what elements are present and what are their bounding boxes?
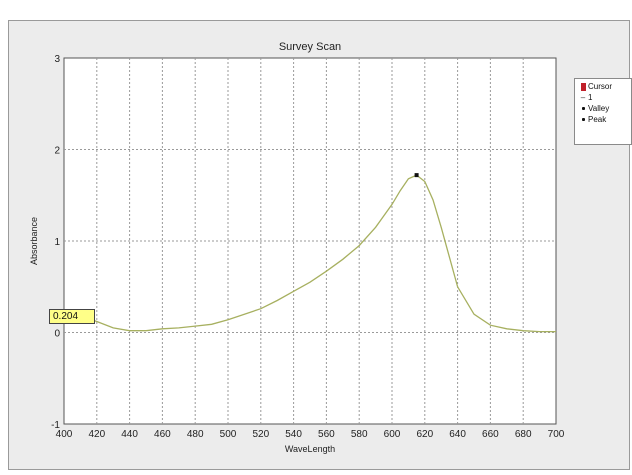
chart-title: Survey Scan <box>279 41 341 53</box>
series-line <box>63 174 556 333</box>
dot-icon <box>581 107 585 110</box>
x-tick-label: 640 <box>449 429 466 440</box>
y-axis-label: Absorbance <box>29 217 39 265</box>
x-tick-label: 680 <box>515 429 532 440</box>
cropped-text-row <box>0 0 632 10</box>
chart-svg: 400 420 440 460 480 500 520 540 560 580 600 620 640 6… <box>29 41 565 454</box>
x-tick-label: 460 <box>154 429 171 440</box>
x-tick-label: 600 <box>384 429 401 440</box>
top-strip <box>0 0 632 20</box>
red-square-icon <box>580 82 586 91</box>
x-tick-label: 520 <box>252 429 269 440</box>
dot-icon <box>581 118 585 121</box>
y-tick-label: 3 <box>54 54 60 65</box>
legend-item-cursor: Cursor <box>578 81 628 92</box>
legend-label: Valley <box>588 104 610 113</box>
legend-item-valley: Valley <box>578 103 628 114</box>
x-tick-label: 400 <box>56 429 73 440</box>
dash-icon: – <box>580 93 586 102</box>
x-tick-label: 540 <box>285 429 302 440</box>
chart-legend: Cursor – 1 Valley Peak <box>574 78 632 145</box>
legend-label: 1 <box>588 93 593 102</box>
y-tick-label: 1 <box>54 237 60 248</box>
legend-label: Cursor <box>588 82 613 91</box>
x-tick-label: 660 <box>482 429 499 440</box>
y-tick-label: -1 <box>51 420 60 431</box>
cursor-value-label[interactable]: 0.204 <box>49 309 95 324</box>
x-tick-label: 700 <box>548 429 565 440</box>
x-tick-label: 440 <box>121 429 138 440</box>
x-tick-label: 620 <box>416 429 433 440</box>
x-tick-label: 420 <box>88 429 105 440</box>
y-tick-label: 0 <box>54 329 60 340</box>
x-tick-label: 580 <box>351 429 368 440</box>
x-tick-label: 560 <box>318 429 335 440</box>
x-axis-label: WaveLength <box>285 444 335 454</box>
peak-marker <box>414 173 419 178</box>
x-tick-label: 480 <box>187 429 204 440</box>
legend-label: Peak <box>588 115 607 124</box>
x-tick-label: 500 <box>220 429 237 440</box>
legend-item-peak: Peak <box>578 114 628 125</box>
chart-panel: 400 420 440 460 480 500 520 540 560 580 600 620 640 6… <box>8 20 632 470</box>
legend-item-series: – 1 <box>578 92 628 103</box>
y-tick-label: 2 <box>54 146 60 157</box>
